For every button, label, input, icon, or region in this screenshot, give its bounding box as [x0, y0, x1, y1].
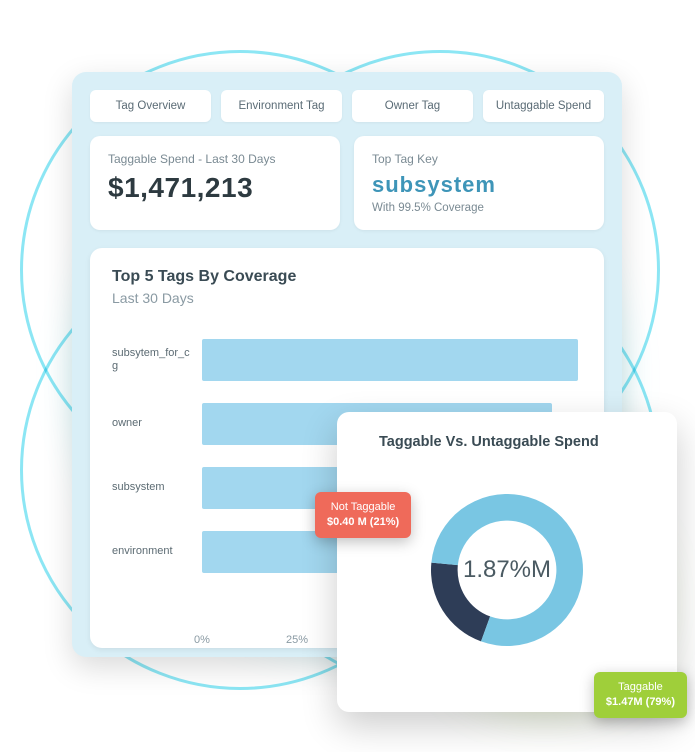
bar-row: subsytem_for_cg — [112, 328, 582, 392]
tab-owner-tag[interactable]: Owner Tag — [352, 90, 473, 122]
spend-card-value: $1,471,213 — [108, 172, 322, 204]
taggable-badge-line1: Taggable — [618, 681, 663, 693]
bar-chart-subtitle: Last 30 Days — [112, 290, 582, 306]
taggable-badge: Taggable $1.47M (79%) — [594, 672, 687, 718]
x-axis-tick: 25% — [286, 634, 308, 646]
bar-track — [202, 339, 582, 381]
x-axis-tick: 0% — [194, 634, 210, 646]
summary-cards-row: Taggable Spend - Last 30 Days $1,471,213… — [90, 136, 604, 230]
topkey-card-sub: With 99.5% Coverage — [372, 202, 586, 214]
not-taggable-badge-line1: Not Taggable — [331, 501, 396, 513]
top-tag-key-card: Top Tag Key subsystem With 99.5% Coverag… — [354, 136, 604, 230]
not-taggable-badge-line2: $0.40 M (21%) — [327, 515, 399, 530]
tab-environment-tag[interactable]: Environment Tag — [221, 90, 342, 122]
donut-center-text: 1.87%M — [463, 556, 551, 584]
taggable-spend-card: Taggable Spend - Last 30 Days $1,471,213 — [90, 136, 340, 230]
bar-label: subsytem_for_cg — [112, 347, 202, 373]
not-taggable-badge: Not Taggable $0.40 M (21%) — [315, 492, 411, 538]
bar-fill — [202, 339, 578, 381]
bar-label: environment — [112, 545, 202, 558]
taggable-badge-line2: $1.47M (79%) — [606, 695, 675, 710]
tab-tag-overview[interactable]: Tag Overview — [90, 90, 211, 122]
bar-label: owner — [112, 417, 202, 430]
tab-untaggable-spend[interactable]: Untaggable Spend — [483, 90, 604, 122]
taggable-vs-untaggable-card: Taggable Vs. Untaggable Spend 1.87%M Not… — [337, 412, 677, 712]
spend-card-label: Taggable Spend - Last 30 Days — [108, 152, 322, 166]
donut-title: Taggable Vs. Untaggable Spend — [359, 434, 655, 450]
bar-label: subsystem — [112, 481, 202, 494]
topkey-card-value: subsystem — [372, 172, 586, 198]
tabs-row: Tag Overview Environment Tag Owner Tag U… — [90, 90, 604, 122]
dashboard-screenshot: Tag Overview Environment Tag Owner Tag U… — [0, 0, 695, 752]
bar-chart-title: Top 5 Tags By Coverage — [112, 268, 582, 286]
donut-chart: 1.87%M — [359, 450, 655, 690]
topkey-card-label: Top Tag Key — [372, 152, 586, 166]
